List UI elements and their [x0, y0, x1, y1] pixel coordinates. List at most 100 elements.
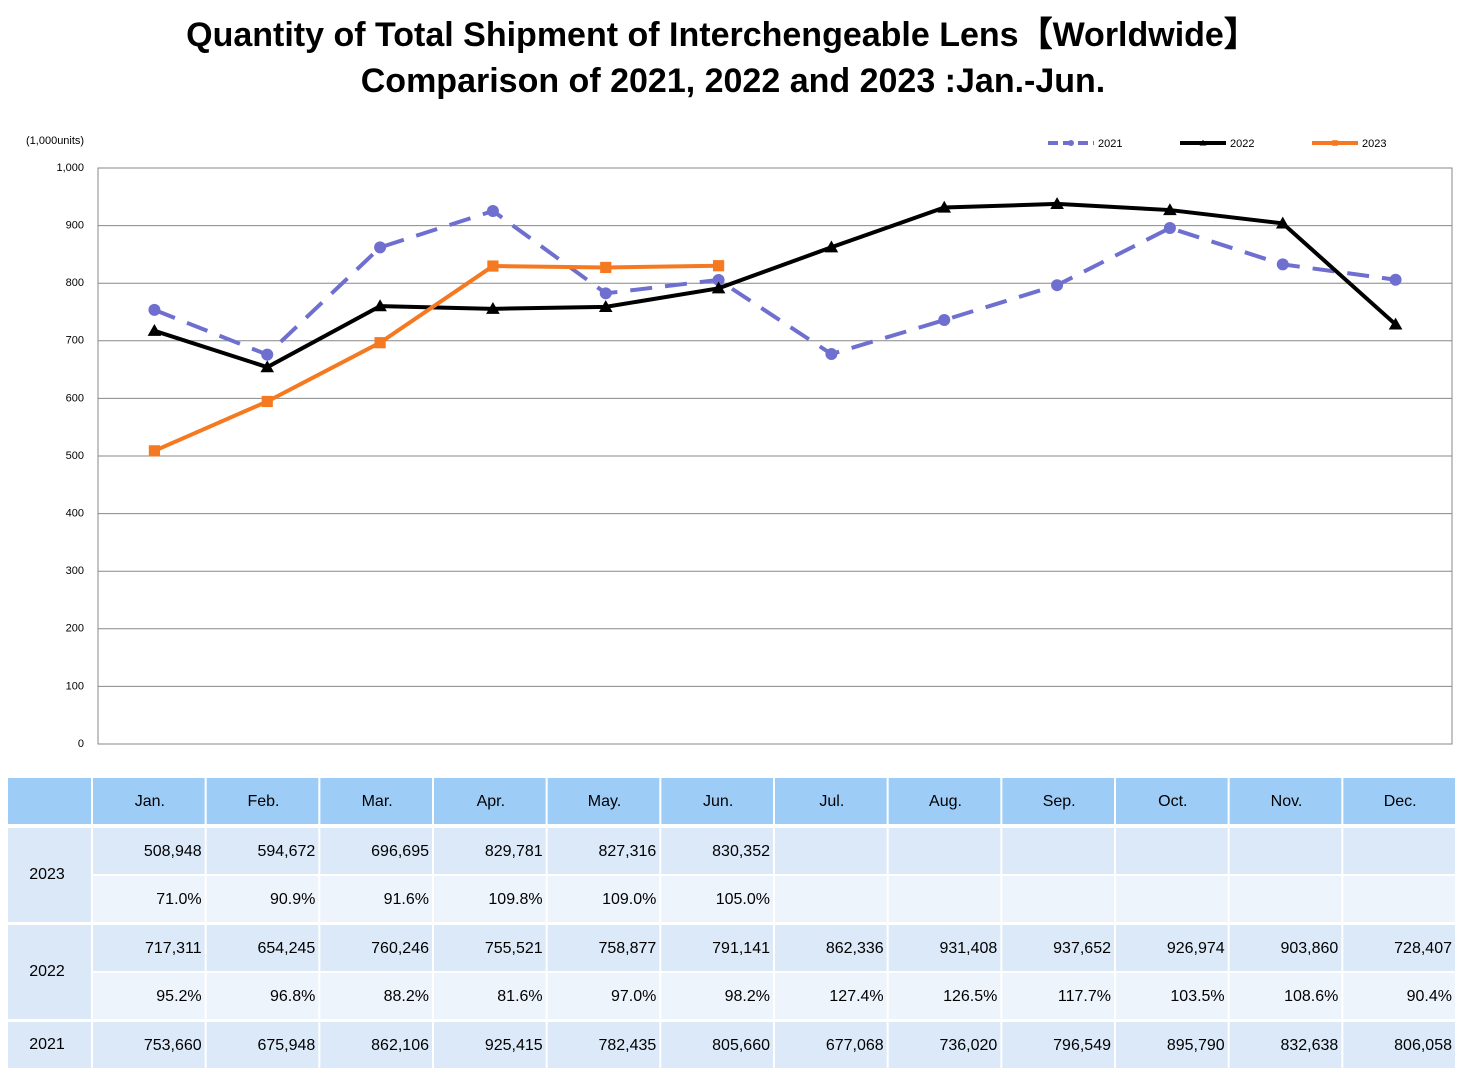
data-point — [712, 260, 725, 272]
data-point — [1163, 222, 1176, 235]
data-point — [1275, 216, 1290, 229]
cell-text: 696,695 — [371, 843, 429, 860]
cell-text: 736,020 — [939, 1037, 997, 1054]
cell-text: 81.6% — [497, 988, 542, 1005]
data-point — [825, 348, 838, 361]
data-point — [148, 303, 161, 316]
cell-text: 827,316 — [598, 843, 656, 860]
header-cell — [434, 778, 546, 824]
cell-text: 103.5% — [1170, 988, 1224, 1005]
table-cell — [775, 876, 887, 922]
table-cell — [888, 973, 1001, 1019]
row-label-cell — [8, 828, 91, 922]
cell-text: 806,058 — [1394, 1037, 1452, 1054]
table-cell — [1229, 925, 1342, 971]
header-text: May. — [588, 793, 621, 810]
chart-title: Quantity of Total Shipment of Intercheng… — [186, 16, 1258, 54]
table-cell — [888, 1022, 1001, 1068]
header-cell — [1116, 778, 1228, 824]
table-cell — [661, 973, 773, 1019]
legend-label: 2023 — [1362, 138, 1386, 150]
cell-text: 117.7% — [1058, 988, 1111, 1005]
cell-text: 926,974 — [1167, 940, 1225, 957]
table-cell — [661, 1022, 773, 1068]
table-cell — [1229, 1022, 1342, 1068]
header-text: Dec. — [1384, 793, 1417, 810]
cell-text: 862,106 — [371, 1037, 429, 1054]
cell-text: 96.8% — [270, 988, 315, 1005]
header-cell — [1229, 778, 1342, 824]
table-cell — [547, 876, 660, 922]
data-point — [824, 240, 839, 253]
y-tick-label: 200 — [66, 623, 84, 635]
header-text: Feb. — [247, 793, 279, 810]
table-cell — [1343, 973, 1455, 1019]
table-cell — [1116, 973, 1228, 1019]
y-tick-label: 300 — [66, 565, 84, 577]
y-tick-label: 900 — [66, 220, 84, 232]
table-cell — [93, 876, 205, 922]
data-point — [261, 395, 273, 408]
cell-text: 796,549 — [1053, 1037, 1111, 1054]
table-cell — [1116, 925, 1228, 971]
y-tick-label: 600 — [66, 392, 84, 404]
table-cell — [206, 1022, 319, 1068]
table-cell — [1002, 828, 1114, 874]
data-point — [1050, 197, 1064, 210]
table-cell — [775, 925, 887, 971]
table-cell — [1002, 876, 1114, 922]
y-axis-label: (1,000units) — [26, 135, 84, 147]
table-cell — [93, 828, 205, 874]
cell-text: 925,415 — [485, 1037, 543, 1054]
cell-text: 758,877 — [598, 940, 656, 957]
table-cell — [434, 1022, 546, 1068]
table-cell — [434, 925, 546, 971]
table-cell — [1343, 1022, 1455, 1068]
header-cell — [1343, 778, 1455, 824]
cell-text: 830,352 — [712, 843, 770, 860]
table-cell — [320, 973, 432, 1019]
data-point — [1388, 317, 1403, 330]
cell-text: 717,311 — [145, 940, 202, 957]
header-cell — [775, 778, 887, 824]
cell-text: 829,781 — [485, 843, 543, 860]
cell-text: 755,521 — [485, 940, 543, 957]
header-text: Jan. — [135, 793, 165, 810]
data-point — [598, 300, 613, 312]
data-point — [1276, 258, 1289, 271]
table-cell — [1343, 925, 1455, 971]
table-cell — [434, 876, 546, 922]
data-point — [374, 241, 387, 254]
data-point — [938, 314, 951, 327]
data-point — [600, 261, 612, 274]
row-label-cell — [8, 1022, 91, 1068]
header-text: Oct. — [1158, 793, 1187, 810]
table-cell — [661, 828, 773, 874]
data-point — [712, 273, 725, 286]
legend-marker — [1199, 139, 1207, 146]
data-point — [711, 281, 726, 294]
y-tick-label: 400 — [66, 508, 84, 520]
header-text: Mar. — [362, 793, 393, 810]
header-cell — [1002, 778, 1114, 824]
header-text: Sep. — [1043, 793, 1076, 810]
header-text: Apr. — [477, 793, 505, 810]
header-cell — [93, 778, 205, 824]
header-text: Aug. — [929, 793, 962, 810]
cell-text: 760,246 — [371, 940, 429, 957]
legend-marker — [1332, 140, 1338, 146]
cell-text: 677,068 — [826, 1037, 884, 1054]
table-cell — [888, 828, 1001, 874]
table-cell — [206, 973, 319, 1019]
cell-text: 127.4% — [829, 988, 883, 1005]
cell-text: 862,336 — [826, 940, 884, 957]
table-cell — [775, 1022, 887, 1068]
cell-text: 91.6% — [384, 891, 429, 908]
cell-text: 97.0% — [611, 988, 656, 1005]
header-cell — [547, 778, 660, 824]
data-point — [1163, 203, 1177, 216]
table-cell — [1343, 876, 1455, 922]
cell-text: 903,860 — [1280, 940, 1338, 957]
table-cell — [206, 925, 319, 971]
